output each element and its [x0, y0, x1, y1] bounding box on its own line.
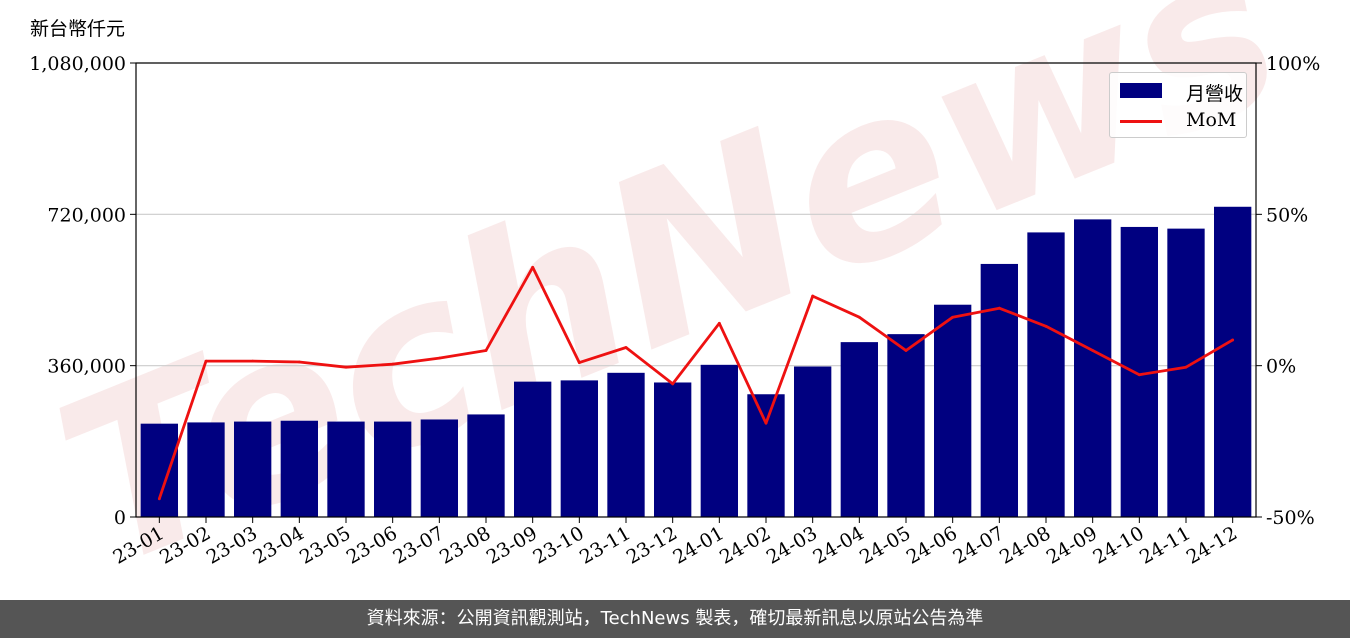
mom-point-23-01	[157, 497, 161, 501]
x-tick-label-23-12: 23-12	[623, 522, 681, 568]
mom-point-24-02	[764, 421, 768, 425]
legend-item-mom: MoM	[1120, 109, 1240, 133]
x-tick-label-24-08: 24-08	[996, 522, 1054, 568]
y-right-tick-label: 0%	[1266, 356, 1296, 378]
mom-point-23-02	[204, 359, 208, 363]
legend-swatch-line	[1120, 120, 1162, 123]
mom-point-23-05	[344, 365, 348, 369]
y-right-tick-label: 100%	[1266, 53, 1320, 75]
mom-point-23-06	[391, 362, 395, 366]
mom-point-23-10	[577, 361, 581, 365]
legend-label-mom: MoM	[1186, 109, 1237, 131]
legend-label-revenue: 月營收	[1186, 83, 1244, 105]
bars-layer	[140, 206, 1252, 518]
mom-point-23-11	[624, 346, 628, 349]
x-tick-label-24-01: 24-01	[669, 522, 727, 568]
bar-23-04	[280, 420, 318, 517]
bar-23-07	[420, 419, 458, 517]
mom-point-24-10	[1137, 373, 1141, 377]
bar-24-01	[700, 364, 738, 517]
legend: 月營收 MoM	[1109, 72, 1247, 138]
plot-frame	[135, 62, 1257, 518]
x-tick-label-23-09: 23-09	[483, 522, 541, 568]
bar-24-07	[980, 263, 1018, 517]
bar-24-08	[1027, 232, 1065, 518]
mom-point-24-09	[1091, 349, 1095, 352]
bar-23-02	[187, 422, 225, 517]
bar-24-02	[747, 394, 785, 517]
bar-23-06	[374, 421, 412, 517]
mom-point-23-09	[531, 265, 535, 269]
mom-point-24-08	[1044, 324, 1048, 328]
mom-point-23-08	[484, 349, 488, 352]
mom-point-24-06	[951, 315, 955, 319]
legend-item-revenue: 月營收	[1120, 79, 1244, 105]
bar-23-08	[467, 414, 505, 517]
y-axis-unit-label: 新台幣仟元	[30, 18, 126, 40]
x-tick-label-24-04: 24-04	[809, 522, 867, 568]
mom-point-23-03	[251, 359, 255, 363]
bar-24-12	[1214, 206, 1252, 517]
y-left-tick-label: 1,080,000	[29, 53, 126, 75]
x-tick-label-24-05: 24-05	[856, 522, 914, 568]
x-tick-label-24-10: 24-10	[1089, 522, 1147, 568]
x-tick-label-24-09: 24-09	[1043, 522, 1101, 568]
bar-24-04	[840, 342, 878, 517]
mom-point-24-05	[904, 349, 908, 352]
bar-23-10	[560, 380, 598, 517]
bar-23-03	[234, 421, 272, 517]
y-left-tick-label: 720,000	[47, 204, 126, 226]
mom-point-24-01	[717, 321, 721, 325]
bar-23-12	[654, 382, 692, 517]
legend-swatch-bar	[1120, 83, 1162, 98]
bar-24-05	[887, 334, 925, 517]
mom-point-23-07	[437, 356, 441, 360]
bar-23-01	[140, 423, 178, 517]
line-layer	[157, 265, 1235, 501]
x-tick-label-24-07: 24-07	[949, 522, 1007, 568]
mom-point-23-12	[671, 382, 675, 386]
bar-23-05	[327, 421, 365, 517]
y-right-tick-label: 50%	[1266, 204, 1308, 226]
x-tick-label-23-10: 23-10	[529, 522, 587, 568]
x-tick-label-23-11: 23-11	[576, 522, 634, 568]
source-footer: 資料來源：公開資訊觀測站，TechNews 製表，確切最新訊息以原站公告為準	[0, 600, 1350, 638]
bar-24-11	[1167, 228, 1205, 518]
x-tick-label-24-03: 24-03	[763, 522, 821, 568]
y-left-tick-label: 0	[114, 507, 126, 529]
x-tick-label-23-08: 23-08	[436, 522, 494, 568]
x-tick-label-24-12: 24-12	[1183, 522, 1241, 568]
x-tick-label-24-02: 24-02	[716, 522, 774, 568]
x-tick-label-23-07: 23-07	[389, 522, 447, 568]
y-left-tick-label: 360,000	[47, 356, 126, 378]
chart: TechNews 0360,000720,0001,080,000-50%0%5…	[27, 0, 1321, 600]
x-tick-label-24-06: 24-06	[903, 522, 961, 568]
mom-point-24-11	[1184, 365, 1188, 369]
mom-point-24-03	[811, 294, 815, 298]
bar-24-03	[794, 366, 832, 517]
mom-line	[157, 265, 1234, 500]
bar-23-11	[607, 372, 645, 517]
mom-point-24-04	[857, 315, 861, 319]
y-right-tick-label: -50%	[1266, 507, 1315, 529]
mom-point-24-12	[1231, 338, 1235, 342]
mom-point-24-07	[997, 306, 1001, 310]
bar-24-09	[1074, 219, 1112, 517]
bar-24-06	[934, 304, 972, 517]
x-tick-label-24-11: 24-11	[1136, 522, 1194, 568]
bar-23-09	[514, 381, 552, 517]
mom-point-23-04	[297, 360, 301, 364]
